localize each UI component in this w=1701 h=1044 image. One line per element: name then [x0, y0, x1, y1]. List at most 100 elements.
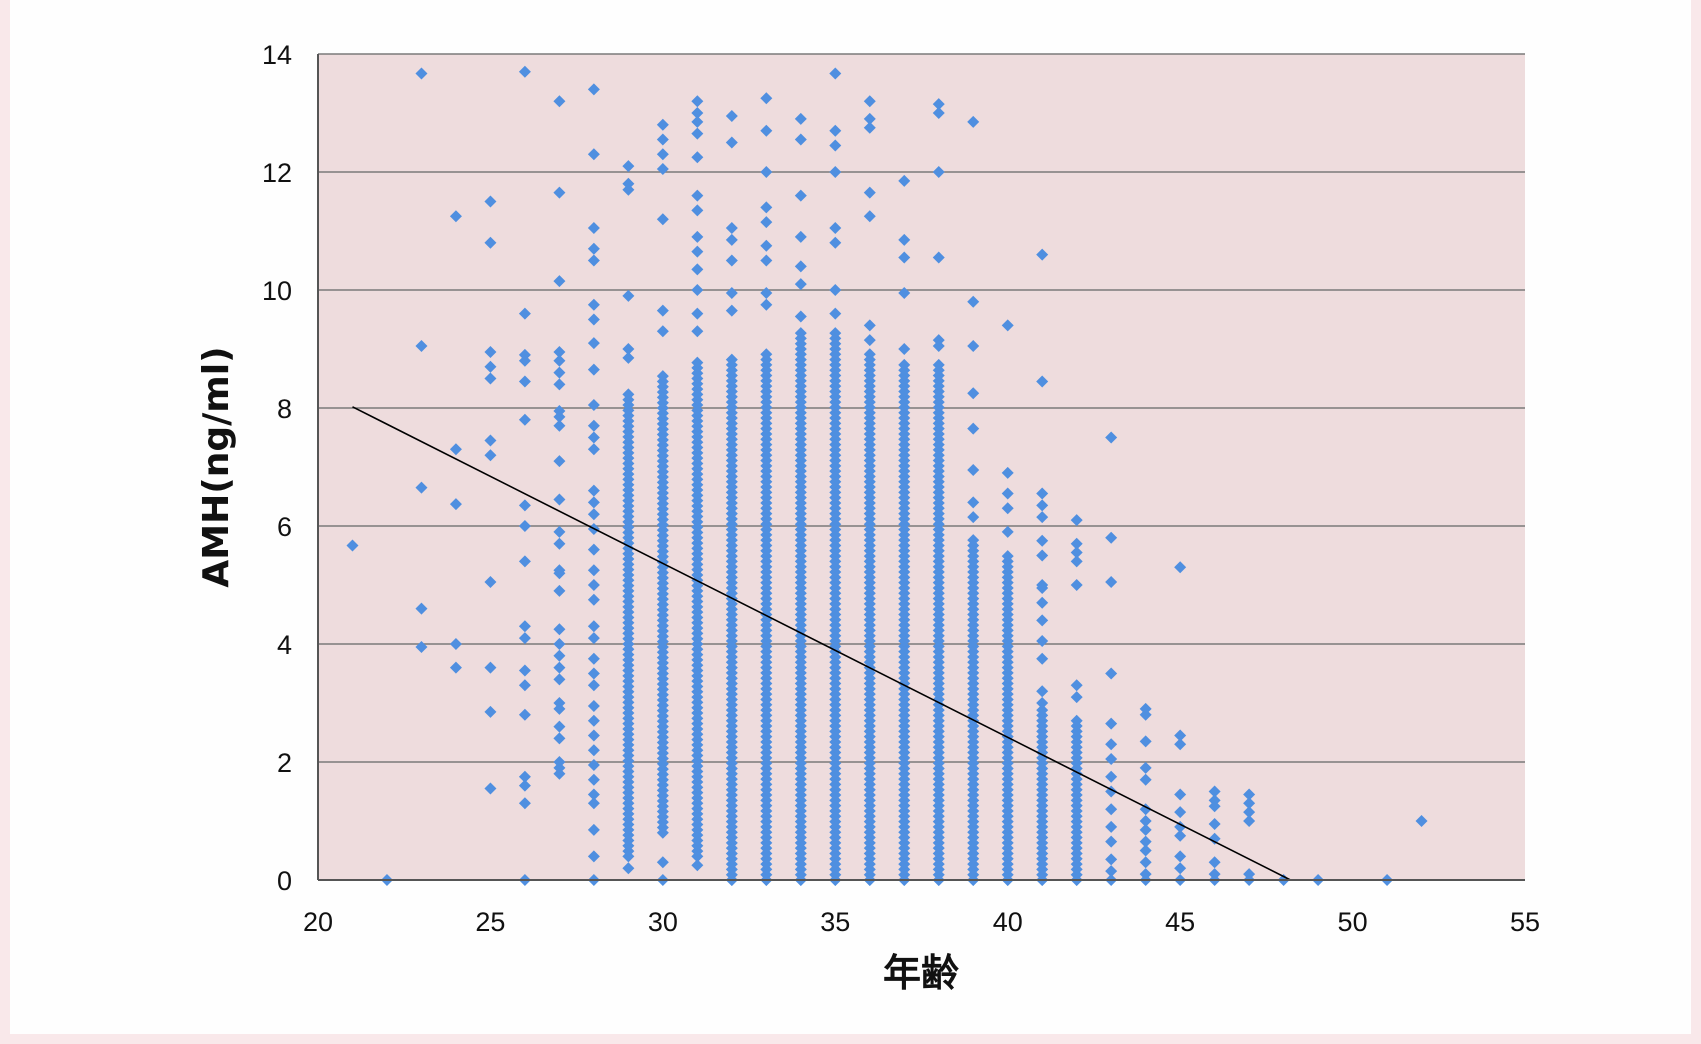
data-point: [1139, 735, 1152, 748]
data-point: [829, 139, 842, 152]
data-point: [1174, 829, 1187, 842]
data-point: [484, 782, 497, 795]
data-point: [794, 260, 807, 273]
data-point: [691, 115, 704, 128]
data-point: [1105, 853, 1118, 866]
data-point: [1174, 561, 1187, 574]
data-point: [967, 115, 980, 128]
data-point: [587, 443, 600, 456]
x-tick-label: 50: [1338, 907, 1368, 937]
data-point: [449, 210, 462, 223]
data-point: [1105, 803, 1118, 816]
data-point: [1036, 248, 1049, 261]
data-point: [484, 345, 497, 358]
data-point: [967, 295, 980, 308]
data-point: [587, 222, 600, 235]
data-point: [587, 758, 600, 771]
data-point: [518, 499, 531, 512]
data-point: [691, 107, 704, 119]
data-point: [587, 667, 600, 680]
data-point: [1243, 806, 1256, 819]
data-point: [587, 652, 600, 665]
data-point: [760, 348, 773, 361]
data-point: [587, 242, 600, 255]
data-point: [346, 539, 359, 552]
data-point: [587, 298, 600, 311]
data-point: [553, 95, 566, 108]
figure-frame: 20 25 30 35 40 45 50 55 0 2 4 6 8 10 12 14 年齢 AMH(ng/m…: [10, 0, 1691, 1034]
data-point: [1036, 685, 1049, 698]
data-point: [1036, 697, 1049, 709]
data-point: [691, 245, 704, 258]
data-point: [587, 699, 600, 712]
data-point: [1243, 788, 1256, 801]
data-point: [967, 387, 980, 400]
data-point: [1105, 667, 1118, 680]
data-point: [725, 286, 738, 299]
data-point: [898, 233, 911, 246]
data-point: [587, 254, 600, 267]
y-tick-label: 14: [262, 40, 292, 70]
x-tick-label: 35: [820, 907, 850, 937]
data-point: [518, 620, 531, 633]
data-point: [587, 313, 600, 326]
data-point: [691, 263, 704, 276]
data-point: [656, 118, 669, 131]
data-point: [1001, 319, 1014, 332]
data-point: [415, 67, 428, 80]
data-point: [484, 434, 497, 447]
data-point: [1105, 753, 1118, 766]
data-point: [725, 222, 738, 235]
data-point: [587, 431, 600, 444]
x-axis-ticks: 20 25 30 35 40 45 50 55: [303, 907, 1540, 937]
y-tick-label: 10: [262, 276, 292, 306]
data-point: [587, 543, 600, 556]
data-point: [932, 166, 945, 178]
data-point: [1139, 761, 1152, 774]
data-point: [656, 133, 669, 146]
x-tick-label: 40: [993, 907, 1023, 937]
data-point: [622, 862, 635, 875]
data-point: [898, 286, 911, 299]
data-point: [932, 107, 945, 119]
data-point: [518, 307, 531, 320]
data-point: [760, 166, 773, 178]
data-point: [1036, 704, 1049, 717]
data-point: [829, 67, 842, 80]
data-point: [553, 702, 566, 715]
data-point: [829, 166, 842, 178]
data-point: [587, 788, 600, 801]
data-point: [587, 419, 600, 432]
data-point: [1139, 856, 1152, 869]
data-point: [622, 183, 635, 196]
data-point: [587, 508, 600, 521]
data-point: [725, 353, 738, 366]
data-point: [518, 65, 531, 78]
data-point: [1105, 431, 1118, 444]
data-point: [553, 732, 566, 745]
trend-line: [352, 406, 1291, 881]
data-point: [1036, 511, 1049, 524]
data-point: [449, 638, 462, 650]
data-point: [1208, 832, 1221, 845]
data-point: [863, 121, 876, 134]
data-point: [1001, 525, 1014, 538]
data-point: [1036, 549, 1049, 562]
y-tick-label: 4: [277, 630, 292, 660]
data-point: [587, 399, 600, 412]
data-point: [967, 496, 980, 509]
data-point: [725, 304, 738, 317]
x-tick-label: 30: [648, 907, 678, 937]
data-point: [829, 307, 842, 320]
data-point: [449, 498, 462, 511]
data-point: [587, 679, 600, 692]
data-point: [1036, 534, 1049, 547]
data-point: [1036, 635, 1049, 648]
data-point: [553, 419, 566, 432]
data-point: [932, 98, 945, 111]
data-point: [967, 340, 980, 353]
data-point: [553, 720, 566, 733]
data-point: [794, 278, 807, 291]
data-point: [794, 112, 807, 125]
data-point: [863, 186, 876, 199]
